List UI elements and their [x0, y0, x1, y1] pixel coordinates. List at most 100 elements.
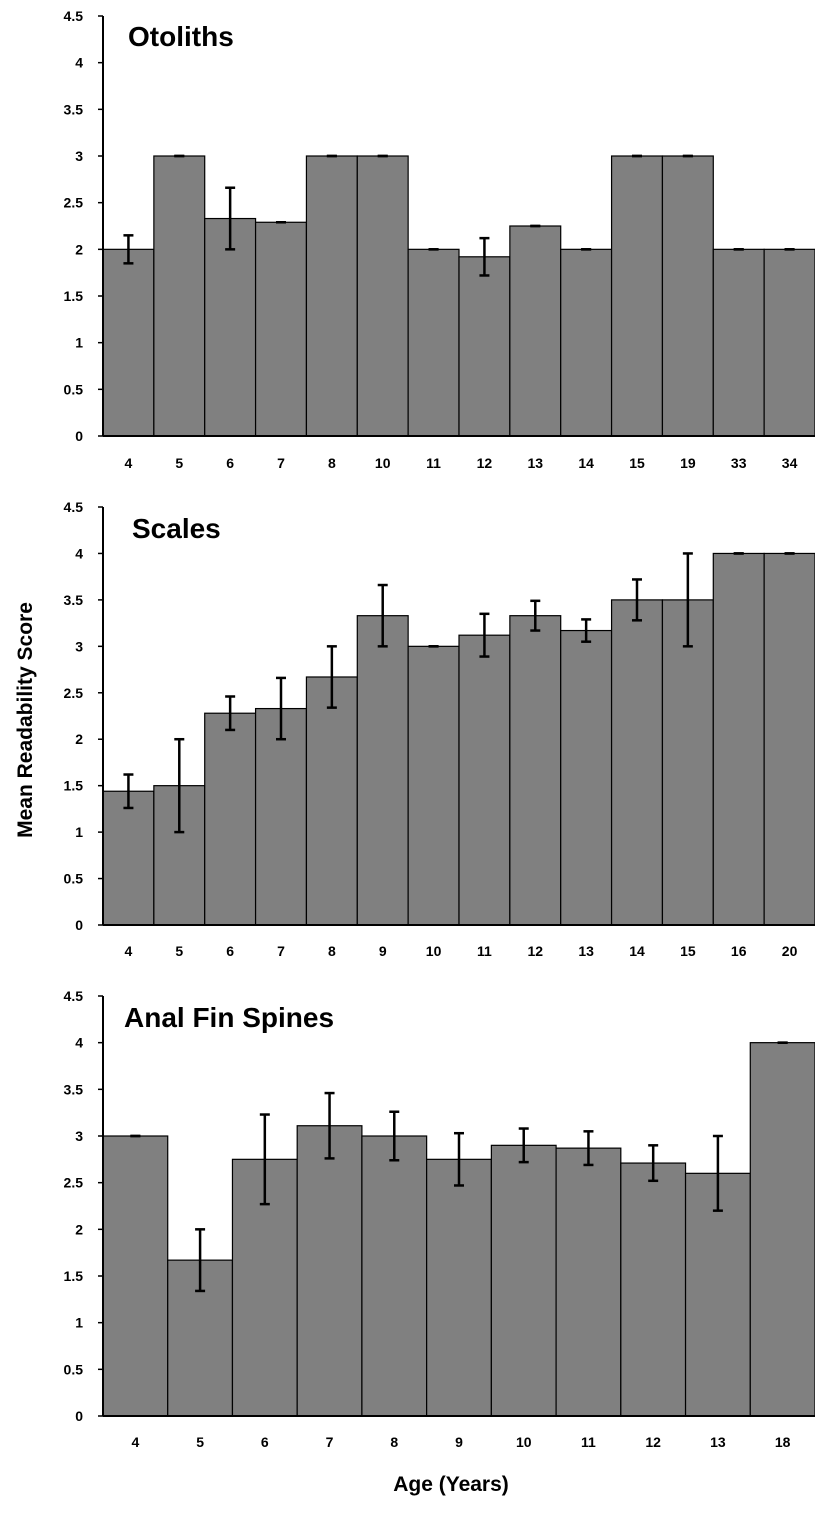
x-tick-label: 12 [527, 943, 543, 959]
x-tick-label: 5 [175, 943, 183, 959]
x-tick-label: 15 [629, 455, 645, 471]
y-tick-label: 3 [75, 148, 83, 164]
x-tick-label: 20 [782, 943, 798, 959]
bar [712, 248, 765, 437]
error-bar [583, 1130, 594, 1167]
y-axis-label: Mean Readability Score [14, 602, 37, 838]
x-tick-label: 12 [645, 1434, 661, 1450]
bar [254, 221, 308, 437]
bar [296, 1125, 363, 1417]
error-bar [389, 1110, 400, 1162]
bar [749, 1042, 815, 1417]
error-bar [581, 618, 592, 643]
y-tick-label: 1.5 [64, 778, 84, 794]
x-tick-label: 9 [379, 943, 387, 959]
bar [458, 634, 511, 926]
y-tick-label: 3.5 [64, 1081, 84, 1097]
x-tick-label: 8 [328, 943, 336, 959]
y-tick-label: 1.5 [64, 288, 84, 304]
y-tick-label: 0.5 [64, 1361, 84, 1377]
x-tick-label: 5 [196, 1434, 204, 1450]
x-tick-label: 9 [455, 1434, 463, 1450]
error-bar [530, 599, 541, 632]
bar [204, 217, 257, 437]
bar [102, 790, 155, 926]
y-tick-label: 2 [75, 1221, 83, 1237]
y-tick-label: 4.5 [64, 499, 84, 515]
y-tick-label: 1 [75, 1315, 83, 1331]
error-bar [174, 737, 185, 834]
x-tick-label: 4 [125, 943, 133, 959]
x-tick-label: 4 [131, 1434, 139, 1450]
x-tick-label: 16 [731, 943, 747, 959]
bar [204, 712, 257, 926]
y-tick-label: 4 [75, 55, 83, 71]
y-tick-label: 4 [75, 545, 83, 561]
error-bar [454, 1131, 464, 1187]
error-bar [648, 1144, 659, 1183]
error-bar [682, 552, 693, 648]
chart-panel-1: 0 0.5 1 1.5 2 2.5 3 3.5 4 4.5 4 5 6 7 8 10 11 12 13 14 15 19 3… [64, 8, 815, 471]
bar [560, 629, 613, 926]
x-tick-label: 11 [426, 455, 441, 471]
x-tick-label: 13 [578, 943, 594, 959]
x-tick-label: 15 [680, 943, 696, 959]
y-tick-label: 1.5 [64, 1268, 84, 1284]
error-bar [712, 1134, 723, 1212]
bar [361, 1135, 428, 1417]
x-tick-label: 7 [277, 455, 285, 471]
bar [490, 1144, 557, 1417]
x-tick-label: 6 [261, 1434, 269, 1450]
bar [509, 615, 562, 926]
bar [458, 256, 511, 437]
bar [305, 155, 358, 437]
x-tick-label: 14 [578, 455, 594, 471]
error-bar [225, 695, 236, 732]
y-tick-label: 0 [75, 428, 83, 444]
bar [102, 248, 155, 437]
y-tick-label: 0.5 [64, 871, 84, 887]
bar [305, 676, 358, 926]
bar [356, 615, 409, 926]
bar [712, 552, 765, 926]
error-bar [377, 583, 388, 648]
x-tick-label: 8 [328, 455, 336, 471]
bar [555, 1147, 622, 1417]
y-tick-label: 3 [75, 638, 83, 654]
error-bar [518, 1127, 529, 1164]
bar [426, 1158, 492, 1417]
panel-title: Scales [132, 513, 221, 544]
y-tick-label: 2.5 [64, 1175, 84, 1191]
x-tick-label: 14 [629, 943, 645, 959]
bar [254, 707, 308, 926]
error-bar [123, 234, 134, 265]
chart-panel-3: 0 0.5 1 1.5 2 2.5 3 3.5 4 4.5 4 5 6 7 8 9 10 11 12 13 18 Anal… [64, 988, 815, 1450]
error-bar [276, 676, 286, 741]
x-tick-label: 13 [710, 1434, 726, 1450]
x-tick-label: 11 [581, 1434, 596, 1450]
x-tick-label: 12 [477, 455, 493, 471]
x-tick-label: 34 [782, 455, 798, 471]
y-tick-label: 4.5 [64, 8, 84, 24]
y-tick-label: 1 [75, 824, 83, 840]
y-tick-label: 4 [75, 1035, 83, 1051]
y-tick-label: 3.5 [64, 592, 84, 608]
y-tick-label: 2.5 [64, 685, 84, 701]
bar [763, 248, 815, 437]
x-tick-label: 10 [516, 1434, 532, 1450]
chart-panels: 00.511.522.533.544.54 5 6 7 8 10 11 12 13 14 15 19 3… [64, 8, 815, 1450]
panel-title: Anal Fin Spines [124, 1002, 334, 1033]
error-bar [632, 578, 642, 622]
y-tick-label: 3 [75, 1128, 83, 1144]
x-axis-label: Age (Years) [393, 1473, 509, 1496]
error-bar [326, 645, 337, 709]
error-bar [324, 1091, 335, 1160]
x-tick-label: 7 [326, 1434, 334, 1450]
bar [102, 1135, 169, 1417]
x-tick-label: 8 [390, 1434, 398, 1450]
bar [610, 599, 664, 926]
error-bar [259, 1113, 270, 1206]
bar [684, 1172, 751, 1417]
bar [763, 552, 815, 926]
y-tick-label: 1 [75, 335, 83, 351]
